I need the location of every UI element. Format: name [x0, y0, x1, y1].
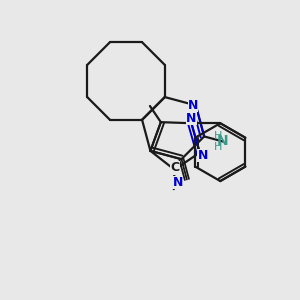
Text: N: N	[186, 112, 197, 125]
Text: C: C	[171, 161, 180, 174]
Text: H: H	[214, 131, 223, 141]
Text: N: N	[217, 134, 228, 148]
Text: N: N	[173, 176, 183, 189]
Text: H: H	[214, 142, 223, 152]
Text: N: N	[188, 99, 198, 112]
Text: N: N	[198, 149, 208, 162]
